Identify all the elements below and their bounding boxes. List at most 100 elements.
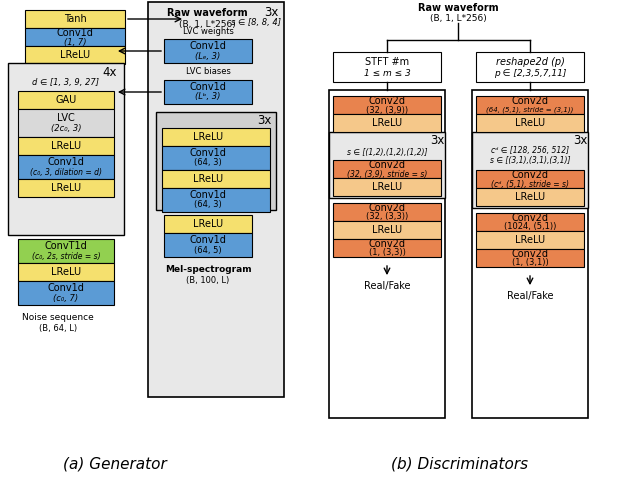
Text: ConvT1d: ConvT1d	[45, 241, 87, 251]
Text: (c₀, 7): (c₀, 7)	[53, 294, 78, 303]
Text: (1, (3,1)): (1, (3,1))	[512, 258, 548, 268]
Text: Conv1d: Conv1d	[190, 148, 227, 158]
FancyBboxPatch shape	[476, 213, 584, 231]
Text: (a) Generator: (a) Generator	[63, 456, 167, 471]
FancyBboxPatch shape	[476, 231, 584, 249]
Text: (B, 1, L*256): (B, 1, L*256)	[430, 13, 486, 23]
FancyBboxPatch shape	[476, 188, 584, 206]
FancyBboxPatch shape	[18, 281, 114, 305]
FancyBboxPatch shape	[8, 63, 124, 235]
Text: (64, 5): (64, 5)	[194, 245, 222, 254]
Text: Conv2d: Conv2d	[511, 213, 548, 223]
FancyBboxPatch shape	[476, 170, 584, 188]
Text: reshape2d (p): reshape2d (p)	[495, 57, 565, 67]
Text: Real/Fake: Real/Fake	[364, 281, 410, 291]
FancyBboxPatch shape	[472, 132, 588, 208]
FancyBboxPatch shape	[164, 215, 252, 233]
FancyBboxPatch shape	[18, 109, 114, 137]
FancyBboxPatch shape	[476, 249, 584, 267]
Text: GAU: GAU	[55, 95, 77, 105]
FancyBboxPatch shape	[162, 146, 270, 170]
Text: (cᵈ, (5,1), stride = s): (cᵈ, (5,1), stride = s)	[491, 179, 569, 188]
Text: (Lᵇ, 3): (Lᵇ, 3)	[195, 93, 220, 102]
FancyBboxPatch shape	[162, 128, 270, 146]
Text: Raw waveform: Raw waveform	[418, 3, 498, 13]
Text: Conv2d: Conv2d	[511, 249, 548, 259]
Text: (b) Discriminators: (b) Discriminators	[391, 456, 529, 471]
Text: Real/Fake: Real/Fake	[507, 291, 553, 301]
Text: d ∈ [1, 3, 9, 27]: d ∈ [1, 3, 9, 27]	[33, 79, 99, 88]
Text: (64, (5,1), stride = (3,1)): (64, (5,1), stride = (3,1))	[486, 107, 574, 113]
FancyBboxPatch shape	[156, 112, 276, 210]
FancyBboxPatch shape	[148, 2, 284, 397]
Text: (1, (3,3)): (1, (3,3))	[369, 249, 406, 257]
Text: (Lₑ, 3): (Lₑ, 3)	[195, 52, 220, 61]
Text: LReLU: LReLU	[372, 225, 402, 235]
Text: LReLU: LReLU	[193, 219, 223, 229]
FancyBboxPatch shape	[476, 52, 584, 82]
FancyBboxPatch shape	[333, 96, 441, 114]
Text: s ∈ [8, 8, 4]: s ∈ [8, 8, 4]	[231, 18, 281, 27]
Text: 3x: 3x	[264, 5, 278, 18]
Text: (64, 3): (64, 3)	[194, 201, 222, 210]
Text: cᵈ ∈ [128, 256, 512]: cᵈ ∈ [128, 256, 512]	[491, 147, 569, 156]
Text: Conv1d: Conv1d	[190, 82, 227, 92]
Text: Conv2d: Conv2d	[369, 203, 406, 213]
FancyBboxPatch shape	[25, 10, 125, 28]
Text: LVC biases: LVC biases	[185, 67, 230, 77]
Text: Mel-spectrogram: Mel-spectrogram	[165, 266, 251, 275]
Text: (B, 64, L): (B, 64, L)	[39, 323, 77, 333]
Text: (32, (3,9)): (32, (3,9))	[366, 106, 408, 115]
Text: LReLU: LReLU	[515, 235, 545, 245]
Text: LReLU: LReLU	[372, 182, 402, 192]
FancyBboxPatch shape	[333, 52, 441, 82]
Text: (1, 7): (1, 7)	[64, 38, 86, 46]
FancyBboxPatch shape	[476, 114, 584, 132]
Text: (32, (3,3)): (32, (3,3))	[366, 213, 408, 222]
Text: Conv1d: Conv1d	[48, 283, 84, 293]
FancyBboxPatch shape	[162, 170, 270, 188]
FancyBboxPatch shape	[18, 137, 114, 155]
FancyBboxPatch shape	[25, 28, 125, 46]
FancyBboxPatch shape	[333, 203, 441, 221]
FancyBboxPatch shape	[25, 46, 125, 64]
Text: 3x: 3x	[430, 134, 444, 147]
Text: Conv2d: Conv2d	[511, 96, 548, 106]
FancyBboxPatch shape	[329, 90, 445, 418]
Text: LReLU: LReLU	[51, 267, 81, 277]
FancyBboxPatch shape	[476, 96, 584, 114]
Text: LReLU: LReLU	[515, 118, 545, 128]
FancyBboxPatch shape	[18, 91, 114, 109]
Text: s ∈ [(3,1),(3,1),(3,1)]: s ∈ [(3,1),(3,1),(3,1)]	[490, 157, 570, 165]
Text: (2c₀, 3): (2c₀, 3)	[51, 124, 81, 134]
Text: Conv2d: Conv2d	[369, 96, 406, 106]
FancyBboxPatch shape	[333, 221, 441, 239]
Text: LVC: LVC	[57, 113, 75, 123]
Text: LReLU: LReLU	[51, 141, 81, 151]
FancyBboxPatch shape	[18, 263, 114, 281]
Text: LReLU: LReLU	[515, 192, 545, 202]
Text: 3x: 3x	[257, 115, 271, 128]
Text: STFT #m: STFT #m	[365, 57, 409, 67]
FancyBboxPatch shape	[18, 239, 114, 263]
Text: (c₀, 3, dilation = d): (c₀, 3, dilation = d)	[30, 168, 102, 176]
Text: s ∈ [(1,2),(1,2),(1,2)]: s ∈ [(1,2),(1,2),(1,2)]	[347, 147, 427, 157]
FancyBboxPatch shape	[472, 90, 588, 418]
Text: Conv1d: Conv1d	[190, 235, 227, 245]
Text: Conv2d: Conv2d	[511, 170, 548, 180]
FancyBboxPatch shape	[329, 132, 445, 198]
FancyBboxPatch shape	[164, 80, 252, 104]
FancyBboxPatch shape	[18, 155, 114, 179]
Text: Conv1d: Conv1d	[190, 190, 227, 200]
Text: LReLU: LReLU	[372, 118, 402, 128]
Text: LReLU: LReLU	[51, 183, 81, 193]
Text: LReLU: LReLU	[193, 174, 223, 184]
FancyBboxPatch shape	[333, 239, 441, 257]
Text: Raw waveform: Raw waveform	[166, 8, 247, 18]
Text: (32, (3,9), stride = s): (32, (3,9), stride = s)	[347, 170, 427, 178]
Text: Conv1d: Conv1d	[190, 41, 227, 51]
Text: (c₀, 2s, stride = s): (c₀, 2s, stride = s)	[31, 252, 100, 260]
Text: LReLU: LReLU	[60, 50, 90, 60]
Text: Conv2d: Conv2d	[369, 239, 406, 249]
Text: (64, 3): (64, 3)	[194, 159, 222, 168]
